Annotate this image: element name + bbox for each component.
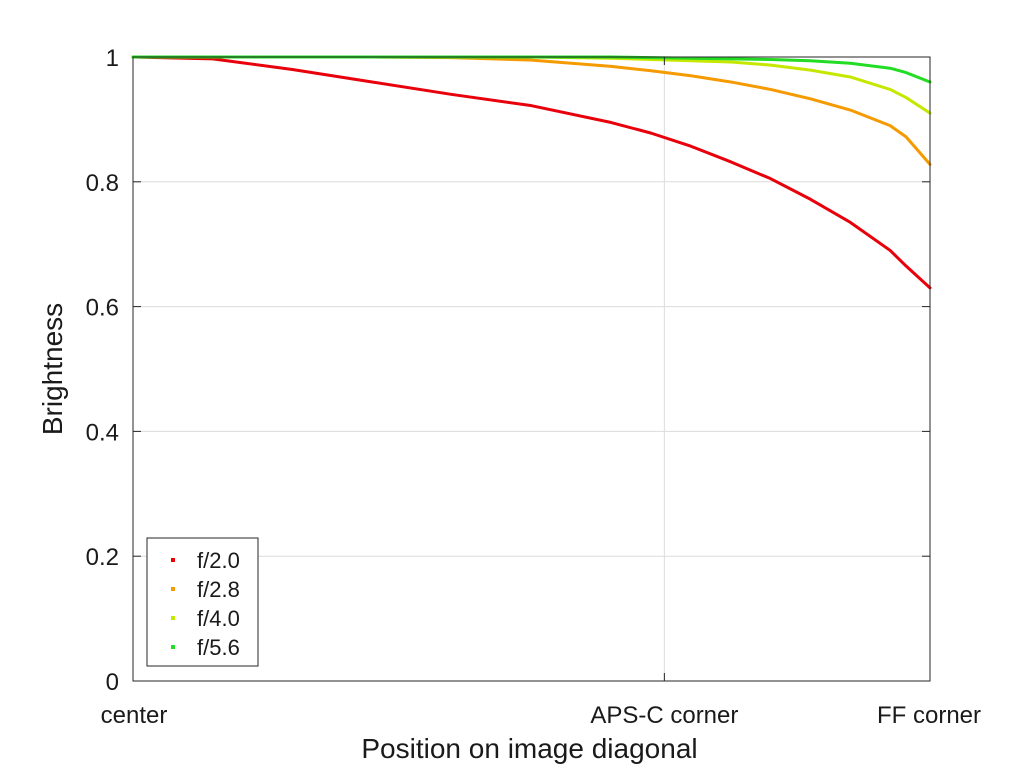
y-tick-label: 0.4 xyxy=(86,419,119,446)
legend-swatch xyxy=(171,587,175,591)
legend: f/2.0 f/2.8 f/4.0 f/5.6 xyxy=(146,537,259,667)
legend-entry: f/2.0 xyxy=(197,548,240,573)
legend-swatch xyxy=(171,645,175,649)
y-tick-label: 1 xyxy=(106,45,119,72)
legend-swatch xyxy=(171,558,175,562)
legend-entry: f/4.0 xyxy=(197,606,240,631)
plot-frame xyxy=(132,56,931,682)
legend-entry: f/2.8 xyxy=(197,577,240,602)
x-tick-label: center xyxy=(101,702,168,729)
x-tick-label: APS-C corner xyxy=(590,702,738,729)
legend-box xyxy=(146,537,259,667)
y-tick-label: 0.6 xyxy=(86,295,119,322)
x-tick-label: FF corner xyxy=(877,702,981,729)
tick-layer xyxy=(132,56,931,682)
y-tick-labels: 0 0.2 0.4 0.6 0.8 1 xyxy=(86,45,119,696)
legend-swatch xyxy=(171,616,175,620)
series-line-f-2-8 xyxy=(131,55,932,166)
x-tick-labels: center APS-C corner FF corner xyxy=(101,702,981,729)
y-tick-label: 0.8 xyxy=(86,170,119,197)
y-tick-label: 0 xyxy=(106,669,119,696)
legend-entry: f/5.6 xyxy=(197,635,240,660)
y-axis-label: Brightness xyxy=(37,303,68,435)
series-line-f-2-0 xyxy=(131,55,932,290)
x-axis-label: Position on image diagonal xyxy=(361,733,697,764)
y-tick-label: 0.2 xyxy=(86,544,119,571)
series-layer xyxy=(131,55,932,290)
